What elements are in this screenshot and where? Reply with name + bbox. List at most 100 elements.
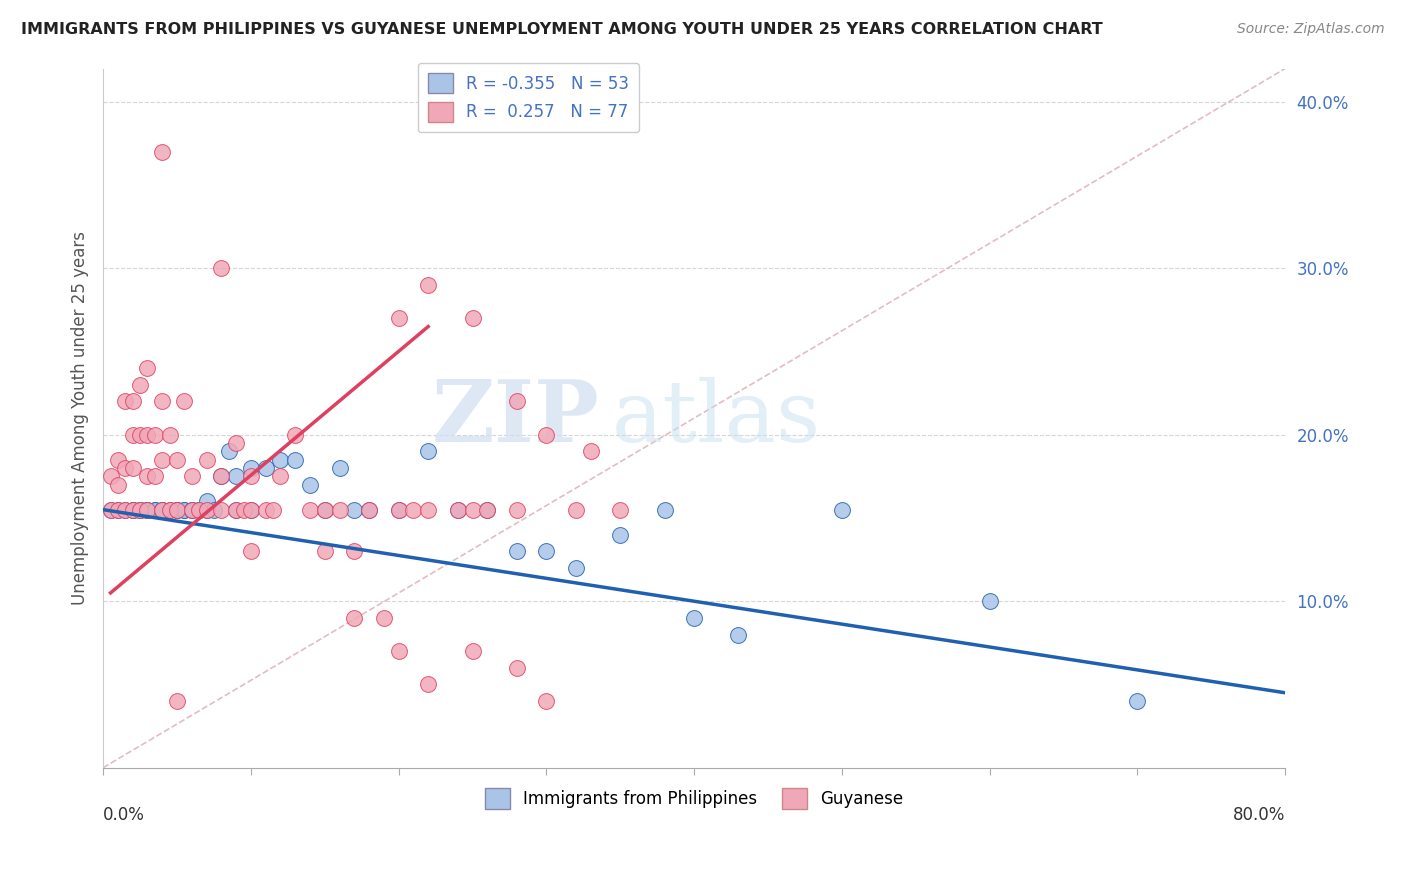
Point [536,544,558,558]
Point [418,677,440,691]
Point [232,502,254,516]
Text: atlas: atlas [612,376,821,459]
Point [166,502,188,516]
Point [136,361,159,376]
Point [477,502,499,516]
Point [180,502,202,516]
Point [107,477,129,491]
Point [225,436,247,450]
Point [188,502,211,516]
Point [447,502,470,516]
Text: IMMIGRANTS FROM PHILIPPINES VS GUYANESE UNEMPLOYMENT AMONG YOUTH UNDER 25 YEARS : IMMIGRANTS FROM PHILIPPINES VS GUYANESE … [21,22,1102,37]
Point [195,452,218,467]
Point [536,427,558,442]
Point [284,427,307,442]
Point [195,502,218,516]
Point [225,502,247,516]
Point [159,427,181,442]
Point [166,502,188,516]
Point [239,502,262,516]
Point [150,502,173,516]
Point [143,502,166,516]
Point [373,611,395,625]
Point [136,427,159,442]
Point [188,502,211,516]
Point [180,502,202,516]
Point [209,469,232,483]
Point [173,394,195,409]
Point [239,469,262,483]
Point [239,544,262,558]
Point [129,502,152,516]
Point [114,461,136,475]
Point [388,502,411,516]
Point [180,469,202,483]
Point [418,444,440,458]
Point [418,277,440,292]
Point [262,502,284,516]
Point [565,561,588,575]
Point [359,502,381,516]
Point [166,694,188,708]
Point [202,502,225,516]
Point [136,469,159,483]
Point [477,502,499,516]
Point [402,502,425,516]
Point [195,502,218,516]
Point [150,394,173,409]
Point [107,452,129,467]
Point [536,694,558,708]
Point [314,502,336,516]
Y-axis label: Unemployment Among Youth under 25 years: Unemployment Among Youth under 25 years [72,231,89,605]
Point [269,469,291,483]
Point [129,377,152,392]
Point [100,502,122,516]
Point [328,461,350,475]
Point [150,502,173,516]
Point [609,502,631,516]
Point [100,469,122,483]
Point [129,427,152,442]
Point [654,502,676,516]
Point [461,311,484,326]
Point [107,502,129,516]
Point [1126,694,1149,708]
Point [388,502,411,516]
Point [143,502,166,516]
Point [284,452,307,467]
Point [166,452,188,467]
Point [328,502,350,516]
Point [121,502,143,516]
Point [195,494,218,508]
Point [107,502,129,516]
Point [269,452,291,467]
Point [461,502,484,516]
Point [173,502,195,516]
Point [121,502,143,516]
Point [188,502,211,516]
Point [114,502,136,516]
Point [506,661,529,675]
Point [979,594,1001,608]
Text: 80.0%: 80.0% [1233,806,1285,824]
Point [209,502,232,516]
Point [609,527,631,541]
Point [150,145,173,159]
Point [447,502,470,516]
Point [150,502,173,516]
Point [136,502,159,516]
Point [129,502,152,516]
Point [159,502,181,516]
Point [121,427,143,442]
Point [298,502,321,516]
Point [114,502,136,516]
Point [683,611,706,625]
Point [388,311,411,326]
Point [343,611,366,625]
Point [461,644,484,658]
Point [143,469,166,483]
Point [579,444,602,458]
Point [314,544,336,558]
Point [314,502,336,516]
Legend: Immigrants from Philippines, Guyanese: Immigrants from Philippines, Guyanese [478,781,910,815]
